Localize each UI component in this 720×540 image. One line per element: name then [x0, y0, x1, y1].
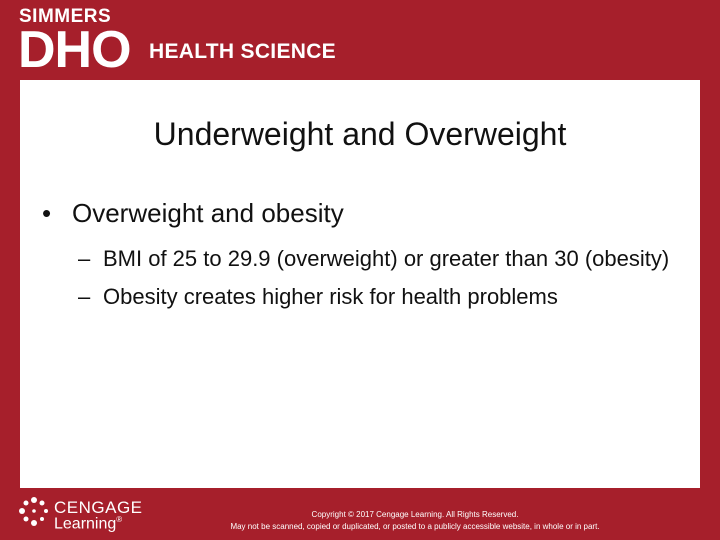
sub-bullet-text: Obesity creates higher risk for health p… [103, 284, 558, 309]
brand-sub: HEALTH SCIENCE [149, 40, 336, 63]
cengage-icon [19, 497, 48, 526]
brand-main: DHO [18, 21, 132, 79]
bullet-marker: • [42, 198, 52, 228]
sub-bullet: – Obesity creates higher risk for health … [78, 282, 678, 312]
sub-bullet: – BMI of 25 to 29.9 (overweight) or great… [78, 244, 678, 274]
bullet-text: Overweight and obesity [72, 198, 344, 228]
copyright: Copyright © 2017 Cengage Learning. All R… [180, 509, 650, 533]
logo-top: CENGAGE [54, 498, 143, 517]
logo-mark: ® [116, 515, 123, 524]
dash: – [78, 284, 91, 309]
logo-word: Learning [54, 515, 117, 533]
copyright-line: Copyright © 2017 Cengage Learning. All R… [311, 510, 519, 519]
slide-title: Underweight and Overweight [153, 116, 567, 152]
sub-bullets: – BMI of 25 to 29.9 (overweight) or great… [78, 244, 678, 320]
logo-bottom: Learning® [54, 515, 122, 533]
copyright-line: May not be scanned, copied or duplicated… [230, 522, 600, 531]
dash: – [78, 246, 91, 271]
brand-top: SIMMERS [19, 6, 112, 27]
sub-bullet-text: BMI of 25 to 29.9 (overweight) or greate… [103, 246, 670, 271]
content-panel: Underweight and Overweight • Overweight … [20, 80, 700, 488]
